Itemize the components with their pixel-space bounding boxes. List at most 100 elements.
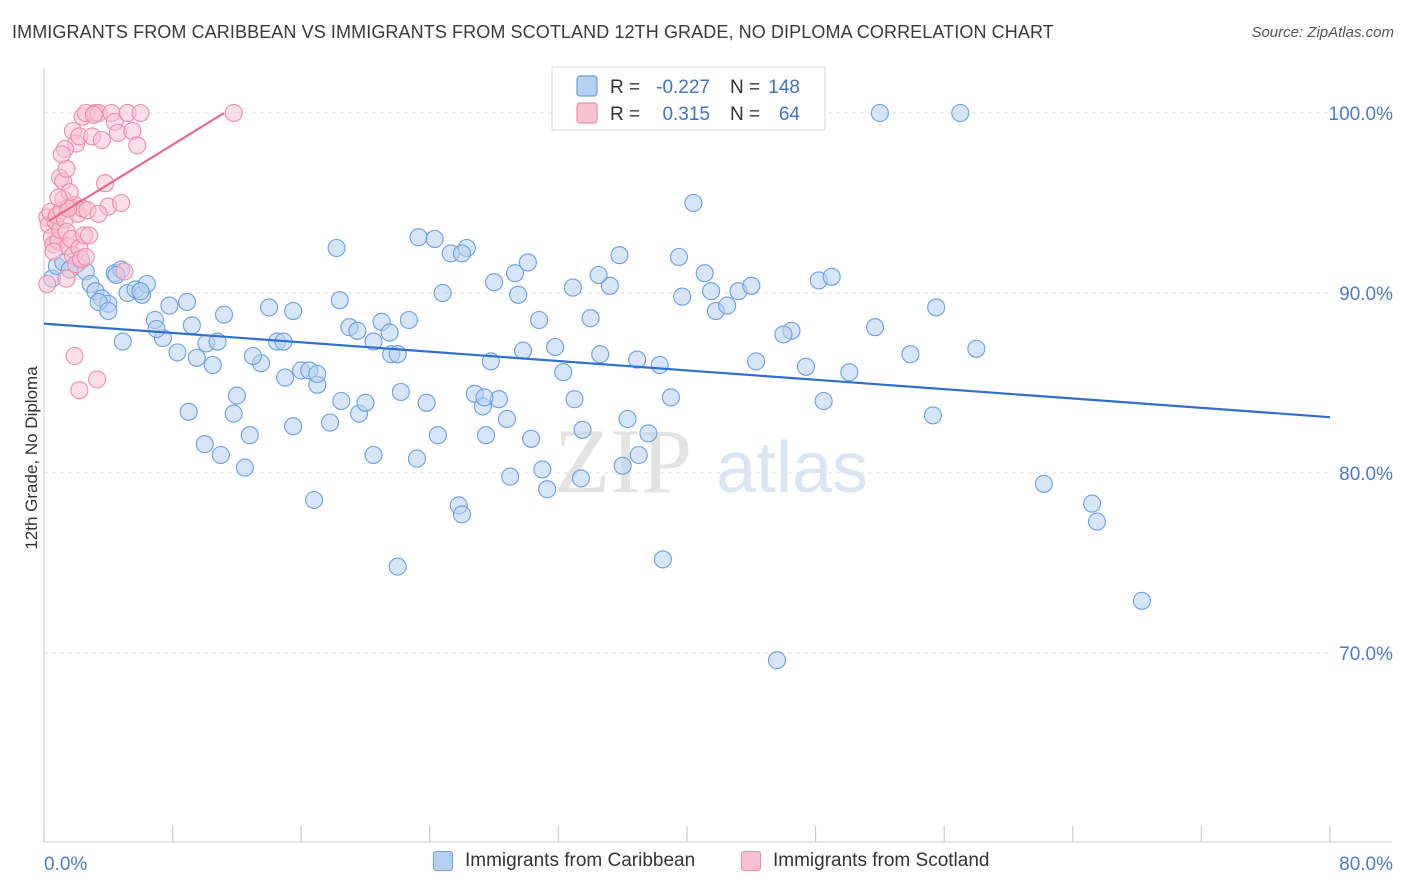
data-point (639, 424, 658, 443)
axes (43, 68, 1392, 843)
trend-line-scotland (48, 112, 225, 222)
data-point (774, 325, 793, 344)
data-point (967, 339, 986, 358)
data-point (96, 174, 115, 193)
data-point (522, 429, 541, 448)
data-point (131, 103, 150, 123)
data-point (1132, 591, 1151, 610)
data-point (901, 345, 920, 364)
y-tick-labels: 70.0% 80.0% 90.0% 100.0% (1329, 104, 1394, 665)
data-point (600, 276, 619, 295)
data-point (211, 445, 230, 465)
data-point (669, 247, 689, 267)
data-point (1087, 512, 1106, 531)
data-point (214, 305, 234, 324)
watermark-atlas: atlas (716, 428, 868, 508)
data-point (477, 426, 496, 445)
data-point (305, 490, 324, 510)
data-point (747, 352, 766, 371)
data-point (235, 458, 254, 477)
data-point (452, 505, 472, 524)
data-point (332, 391, 351, 411)
bottom-legend-swatch-caribbean (433, 851, 453, 871)
data-point (923, 406, 942, 425)
legend-r-label-caribbean: R = (610, 77, 640, 98)
data-point (113, 332, 132, 351)
legend-r-label-scotland: R = (610, 104, 640, 125)
data-point (187, 348, 206, 367)
data-point (160, 296, 179, 315)
data-point (613, 456, 632, 475)
data-point (573, 420, 592, 439)
y-tick-label: 70.0% (1339, 644, 1393, 665)
data-point (284, 417, 303, 436)
data-point (497, 409, 517, 429)
data-point (702, 282, 721, 301)
data-point (673, 287, 692, 306)
stats-legend: R = -0.227 N = 148 R = 0.315 N = 64 (551, 66, 826, 131)
data-point (538, 480, 557, 499)
data-point (653, 550, 672, 569)
data-point (533, 460, 552, 479)
data-point (179, 402, 198, 421)
data-point (99, 301, 118, 321)
data-point (224, 404, 243, 423)
data-point (112, 193, 131, 213)
data-point (501, 467, 520, 486)
data-point (840, 363, 859, 382)
data-point (767, 651, 787, 670)
data-point (243, 346, 263, 366)
data-point (115, 262, 134, 281)
legend-swatch-caribbean (576, 75, 598, 97)
data-point (518, 253, 537, 272)
data-point (391, 382, 410, 402)
data-point (629, 445, 648, 465)
data-point (546, 337, 565, 357)
data-point (684, 193, 703, 213)
data-point (195, 435, 214, 454)
bottom-legend-label-scotland: Immigrants from Scotland (773, 850, 990, 871)
data-point (57, 269, 76, 288)
y-tick-label: 90.0% (1339, 284, 1393, 305)
data-point (49, 188, 68, 207)
data-point (866, 318, 885, 337)
data-point (356, 393, 375, 412)
bottom-legend-label-caribbean: Immigrants from Caribbean (465, 850, 696, 871)
data-point (380, 323, 399, 342)
data-point (433, 283, 452, 303)
data-point (399, 310, 418, 330)
data-point (581, 309, 600, 328)
data-point (409, 228, 428, 247)
data-point (485, 273, 504, 292)
data-point (327, 238, 346, 258)
data-point (554, 363, 573, 382)
data-point (168, 343, 187, 362)
data-point (530, 310, 549, 330)
data-point (178, 292, 197, 312)
data-point (796, 357, 816, 376)
data-point (52, 145, 71, 164)
data-point (814, 391, 833, 411)
data-point (128, 136, 147, 155)
trend-line-caribbean (43, 322, 1331, 419)
legend-n-value-caribbean: 148 (768, 77, 800, 98)
data-point (1083, 494, 1102, 513)
data-point (563, 278, 582, 297)
series-caribbean-points (42, 103, 1151, 670)
trend-lines (43, 112, 1331, 419)
bottom-legend-item-scotland: Immigrants from Scotland (741, 850, 989, 872)
legend-n-value-scotland: 64 (779, 104, 801, 125)
grid-lines (44, 112, 1330, 654)
data-point (509, 285, 528, 304)
data-point (718, 296, 737, 315)
data-point (742, 276, 761, 295)
data-point (308, 364, 327, 384)
data-point (475, 388, 494, 407)
data-point (661, 388, 680, 407)
watermark: ZIP atlas (554, 410, 868, 512)
data-point (92, 130, 111, 150)
chart-title: IMMIGRANTS FROM CARIBBEAN VS IMMIGRANTS … (12, 22, 1054, 42)
data-point (44, 242, 63, 261)
data-point (628, 350, 647, 369)
